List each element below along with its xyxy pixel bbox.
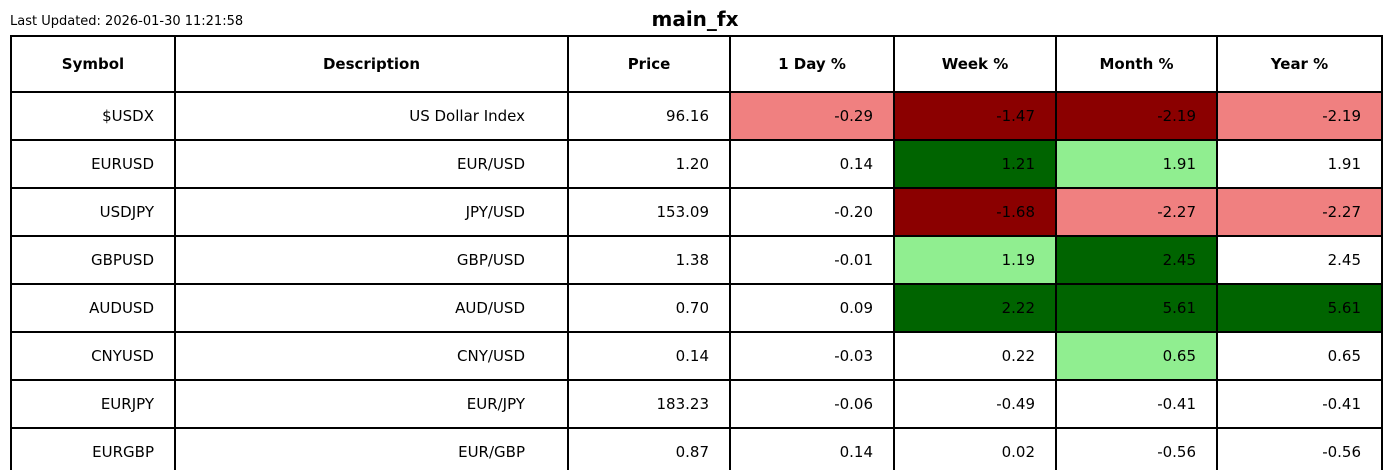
table-row: EURUSD EUR/USD 1.20 0.14 1.21 1.91 1.91 (10, 139, 1383, 189)
cell-symbol: USDJPY (10, 187, 176, 237)
cell-week-pct: -1.47 (893, 91, 1057, 141)
cell-price: 1.38 (567, 235, 731, 285)
col-header-description: Description (174, 35, 569, 93)
cell-description: US Dollar Index (174, 91, 569, 141)
table-row: CNYUSD CNY/USD 0.14 -0.03 0.22 0.65 0.65 (10, 331, 1383, 381)
cell-price: 96.16 (567, 91, 731, 141)
cell-description: JPY/USD (174, 187, 569, 237)
table-row: EURJPY EUR/JPY 183.23 -0.06 -0.49 -0.41 … (10, 379, 1383, 429)
cell-day-pct: 0.14 (729, 427, 895, 470)
table-row: AUDUSD AUD/USD 0.70 0.09 2.22 5.61 5.61 (10, 283, 1383, 333)
cell-year-pct: 5.61 (1216, 283, 1383, 333)
cell-description: GBP/USD (174, 235, 569, 285)
col-header-week-pct: Week % (893, 35, 1057, 93)
cell-year-pct: -0.56 (1216, 427, 1383, 470)
cell-year-pct: 2.45 (1216, 235, 1383, 285)
cell-year-pct: 1.91 (1216, 139, 1383, 189)
cell-year-pct: -2.19 (1216, 91, 1383, 141)
cell-day-pct: -0.03 (729, 331, 895, 381)
cell-year-pct: -0.41 (1216, 379, 1383, 429)
cell-month-pct: 5.61 (1055, 283, 1218, 333)
cell-description: CNY/USD (174, 331, 569, 381)
cell-week-pct: 0.22 (893, 331, 1057, 381)
cell-description: EUR/GBP (174, 427, 569, 470)
cell-day-pct: -0.01 (729, 235, 895, 285)
cell-month-pct: -0.56 (1055, 427, 1218, 470)
cell-day-pct: 0.09 (729, 283, 895, 333)
table-row: $USDX US Dollar Index 96.16 -0.29 -1.47 … (10, 91, 1383, 141)
cell-year-pct: 0.65 (1216, 331, 1383, 381)
page-title: main_fx (651, 7, 739, 31)
table-row: EURGBP EUR/GBP 0.87 0.14 0.02 -0.56 -0.5… (10, 427, 1383, 470)
table-row: GBPUSD GBP/USD 1.38 -0.01 1.19 2.45 2.45 (10, 235, 1383, 285)
col-header-year-pct: Year % (1216, 35, 1383, 93)
cell-week-pct: 0.02 (893, 427, 1057, 470)
cell-month-pct: -0.41 (1055, 379, 1218, 429)
cell-description: EUR/JPY (174, 379, 569, 429)
cell-description: AUD/USD (174, 283, 569, 333)
cell-price: 183.23 (567, 379, 731, 429)
cell-month-pct: 1.91 (1055, 139, 1218, 189)
col-header-day-pct: 1 Day % (729, 35, 895, 93)
cell-day-pct: -0.06 (729, 379, 895, 429)
cell-week-pct: 2.22 (893, 283, 1057, 333)
col-header-price: Price (567, 35, 731, 93)
cell-month-pct: 0.65 (1055, 331, 1218, 381)
cell-price: 1.20 (567, 139, 731, 189)
table-row: USDJPY JPY/USD 153.09 -0.20 -1.68 -2.27 … (10, 187, 1383, 237)
last-updated-timestamp: Last Updated: 2026-01-30 11:21:58 (10, 14, 244, 29)
cell-symbol: $USDX (10, 91, 176, 141)
cell-month-pct: -2.27 (1055, 187, 1218, 237)
col-header-month-pct: Month % (1055, 35, 1218, 93)
cell-symbol: CNYUSD (10, 331, 176, 381)
cell-price: 0.87 (567, 427, 731, 470)
cell-symbol: EURGBP (10, 427, 176, 470)
cell-month-pct: 2.45 (1055, 235, 1218, 285)
cell-day-pct: 0.14 (729, 139, 895, 189)
cell-symbol: EURUSD (10, 139, 176, 189)
cell-price: 0.70 (567, 283, 731, 333)
fx-table: Symbol Description Price 1 Day % Week % … (10, 35, 1383, 470)
cell-symbol: EURJPY (10, 379, 176, 429)
cell-symbol: AUDUSD (10, 283, 176, 333)
cell-week-pct: 1.19 (893, 235, 1057, 285)
cell-symbol: GBPUSD (10, 235, 176, 285)
table-header-row: Symbol Description Price 1 Day % Week % … (10, 35, 1383, 93)
cell-description: EUR/USD (174, 139, 569, 189)
cell-week-pct: 1.21 (893, 139, 1057, 189)
col-header-symbol: Symbol (10, 35, 176, 93)
cell-price: 153.09 (567, 187, 731, 237)
cell-day-pct: -0.20 (729, 187, 895, 237)
cell-week-pct: -0.49 (893, 379, 1057, 429)
cell-month-pct: -2.19 (1055, 91, 1218, 141)
cell-week-pct: -1.68 (893, 187, 1057, 237)
cell-day-pct: -0.29 (729, 91, 895, 141)
cell-price: 0.14 (567, 331, 731, 381)
cell-year-pct: -2.27 (1216, 187, 1383, 237)
